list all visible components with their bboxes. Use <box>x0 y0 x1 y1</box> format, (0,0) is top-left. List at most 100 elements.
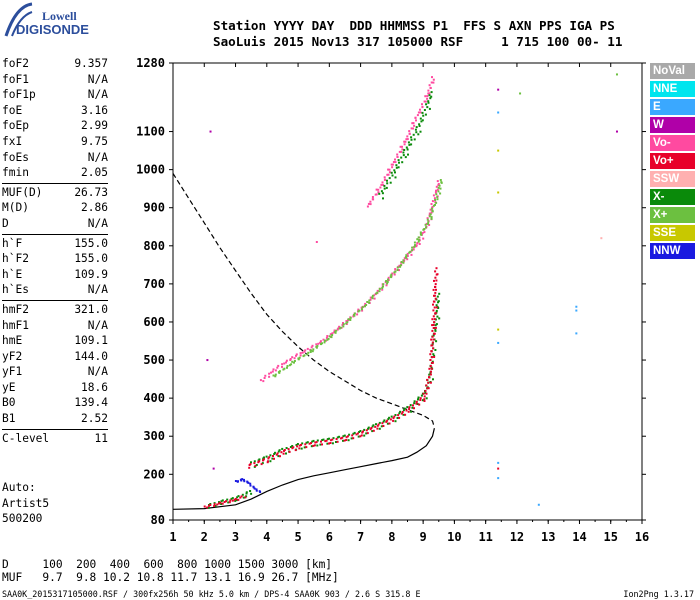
logo-line1: Lowell <box>42 9 77 23</box>
echo-dot <box>289 359 292 361</box>
echo-dot <box>237 498 240 501</box>
echo-dot <box>364 302 367 305</box>
echo-dot <box>413 124 416 127</box>
echo-dot <box>324 339 326 342</box>
echo-dot <box>305 441 308 444</box>
echo-dot <box>249 484 252 487</box>
echo-dot <box>299 352 302 355</box>
echo-dot <box>368 299 371 302</box>
echo-dot <box>303 350 306 353</box>
echo-dot <box>329 442 332 444</box>
echo-dot <box>418 243 421 245</box>
echo-dot <box>416 242 419 244</box>
echo-dot <box>286 365 289 367</box>
echo-dot <box>431 343 434 346</box>
param-value: 2.99 <box>81 119 108 133</box>
echo-dot <box>419 111 422 114</box>
param-row: fxI 9.75 <box>2 135 108 151</box>
echo-dot <box>399 265 402 268</box>
echo-dot <box>405 146 408 149</box>
echo-dot <box>366 205 369 208</box>
echo-dot <box>419 108 421 111</box>
muf-value-row: MUF 9.7 9.8 10.2 10.8 11.7 13.1 16.9 26.… <box>2 571 339 584</box>
echo-dot <box>394 171 396 174</box>
echo-dot <box>338 325 341 328</box>
echo-dot <box>399 410 402 413</box>
param-value: 109.9 <box>74 267 108 281</box>
x-tick-label: 10 <box>447 530 461 544</box>
echo-dot <box>248 466 251 469</box>
echo-dot <box>413 407 415 410</box>
echo-dot <box>361 431 364 434</box>
echo-point <box>497 328 500 331</box>
param-separator <box>2 299 108 301</box>
echo-point <box>575 309 578 312</box>
echo-dot <box>426 217 429 220</box>
echo-dot <box>343 434 346 437</box>
echo-dot <box>345 439 348 441</box>
echo-dot <box>385 420 388 423</box>
param-label: fxI <box>2 134 23 148</box>
echo-dot <box>237 495 240 498</box>
echo-dot <box>386 280 389 283</box>
footer-info: SAA0K_2015317105000.RSF / 300fx256h 50 k… <box>2 589 421 599</box>
echo-dot <box>381 287 384 290</box>
param-label: foF2 <box>2 57 29 70</box>
echo-dot <box>430 95 433 98</box>
y-tick-label: 800 <box>143 239 165 253</box>
echo-dot <box>381 288 384 291</box>
echo-dot <box>420 394 423 397</box>
param-value: N/A <box>87 216 108 230</box>
echo-dot <box>414 244 416 247</box>
param-value: 2.86 <box>81 201 108 215</box>
echo-dot <box>301 351 304 354</box>
echo-dot <box>419 397 422 400</box>
echo-dot <box>377 423 380 426</box>
echo-dot <box>426 106 429 109</box>
echo-dot <box>267 460 269 463</box>
logo-line2: DIGISONDE <box>16 22 89 37</box>
echo-dot <box>430 203 433 205</box>
echo-dot <box>372 424 375 427</box>
echo-dot <box>365 429 368 432</box>
echo-dot <box>398 150 401 153</box>
echo-dot <box>294 449 297 452</box>
echo-dot <box>383 176 386 179</box>
echo-dot <box>421 103 423 106</box>
echo-dot <box>425 222 428 225</box>
echo-dot <box>401 161 404 164</box>
echo-dot <box>328 335 331 338</box>
param-row: B1 2.52 <box>2 412 108 428</box>
echo-dot <box>417 240 420 243</box>
param-label: D <box>2 216 9 230</box>
echo-dot <box>422 114 425 117</box>
digisonde-logo: Lowell DIGISONDE <box>2 2 112 42</box>
param-label: B1 <box>2 412 16 426</box>
param-value: 18.6 <box>81 380 108 394</box>
echo-dot <box>437 307 440 309</box>
echo-dot <box>391 272 394 275</box>
echo-dot <box>436 188 439 191</box>
legend-item-ssw: SSW <box>650 171 695 187</box>
x-tick-label: 11 <box>478 530 492 544</box>
echo-dot <box>431 200 434 203</box>
echo-dot <box>400 412 403 415</box>
echo-dot <box>427 221 430 224</box>
echo-dot <box>406 406 409 409</box>
echo-dot <box>357 435 360 438</box>
param-value: 3.16 <box>81 103 108 117</box>
echo-dot <box>430 366 433 369</box>
echo-point <box>600 237 603 240</box>
echo-dot <box>345 322 348 325</box>
echo-dot <box>436 273 439 276</box>
echo-dot <box>399 264 402 267</box>
echo-dot <box>402 151 405 154</box>
echo-dot <box>270 371 272 374</box>
echo-dot <box>428 84 431 87</box>
echo-dot <box>235 499 238 502</box>
echo-dot <box>285 452 287 455</box>
echo-dot <box>364 305 366 308</box>
echo-dot <box>432 338 435 341</box>
echo-dot <box>410 136 413 139</box>
echo-dot <box>417 111 420 114</box>
